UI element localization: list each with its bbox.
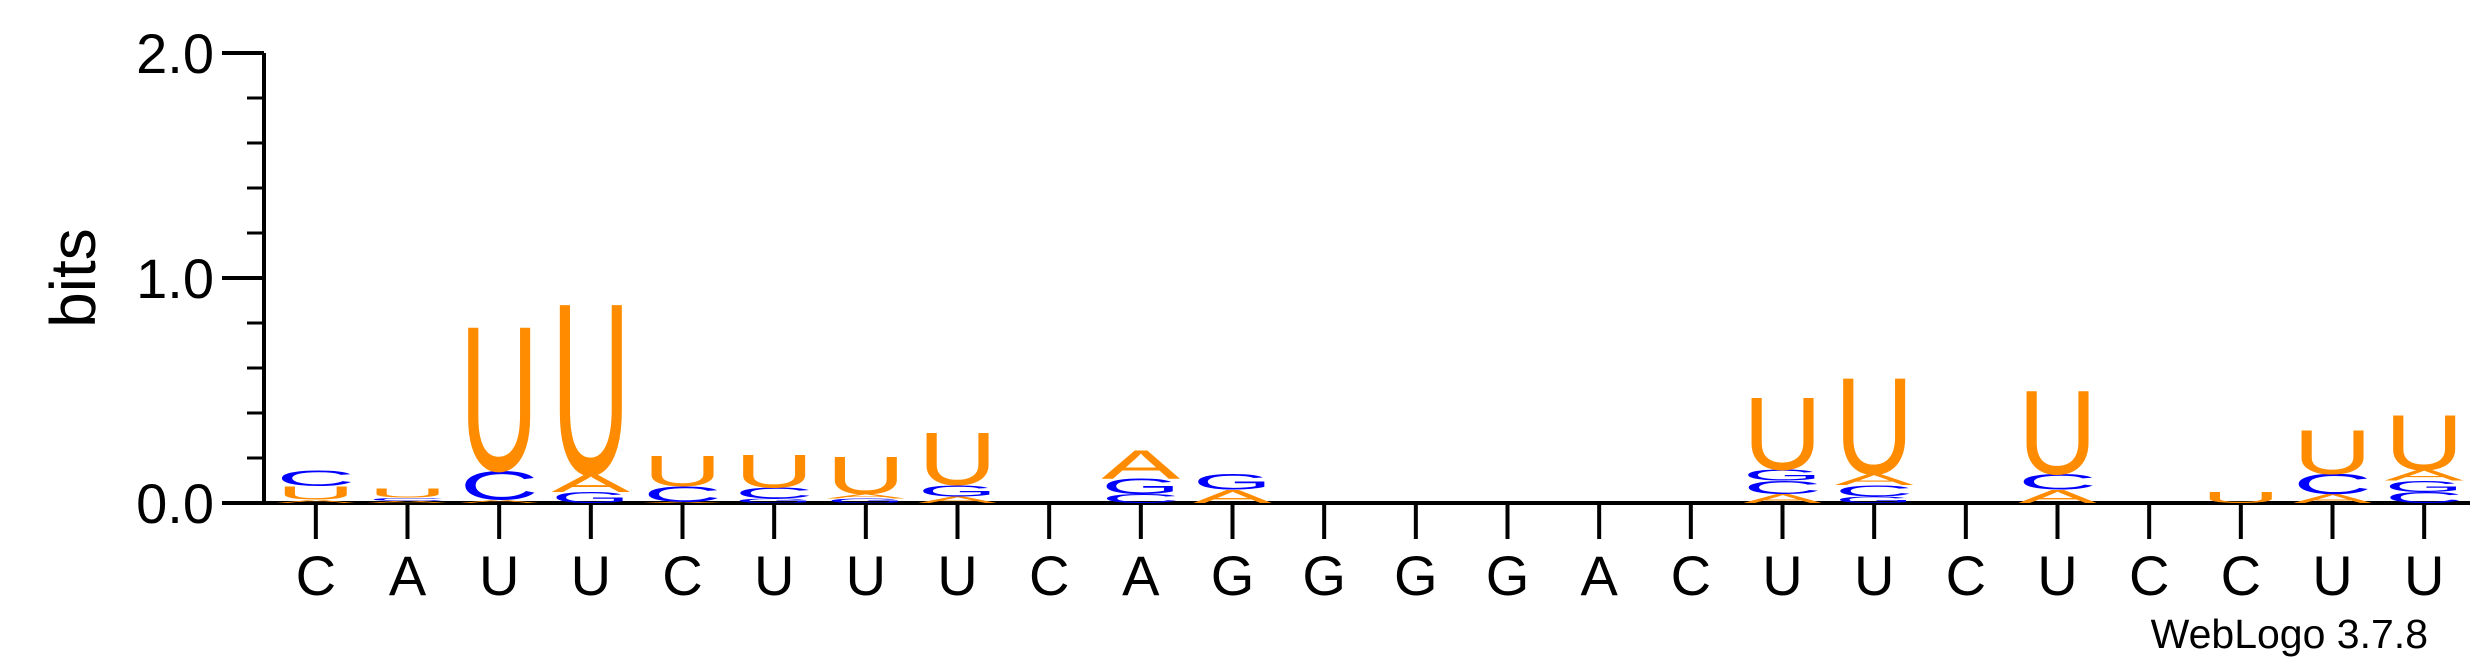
- logo-letter-u: U: [1835, 349, 1914, 503]
- x-tick-label: C: [2221, 544, 2261, 607]
- x-tick-label: C: [662, 544, 702, 607]
- x-tick-label: U: [2037, 544, 2077, 607]
- logo-letter-g: G: [551, 489, 630, 507]
- x-tick-label: G: [1486, 544, 1530, 607]
- x-tick-label: C: [1029, 544, 1069, 607]
- x-tick-label: U: [846, 544, 886, 607]
- logo-letter-a: A: [2018, 486, 2098, 507]
- logo-letter-g: G: [1101, 474, 1180, 499]
- y-axis-title: bits: [37, 228, 109, 328]
- logo-letter-a: A: [2293, 492, 2372, 506]
- logo-letter-u: U: [2385, 399, 2464, 487]
- y-tick-label: 1.0: [136, 247, 214, 310]
- logo-letter-a: A: [826, 493, 905, 500]
- x-tick-label: C: [296, 544, 336, 607]
- logo-letter-c: C: [643, 482, 722, 507]
- logo-letter-u: U: [368, 486, 447, 500]
- logo-letter-a: A: [643, 502, 722, 504]
- x-tick-label: A: [389, 544, 427, 607]
- x-tick-label: U: [1762, 544, 1802, 607]
- logo-letter-u: U: [918, 417, 997, 501]
- logo-letter-g: G: [735, 497, 814, 504]
- x-tick-label: C: [1671, 544, 1711, 607]
- x-tick-label: U: [937, 544, 977, 607]
- logo-letter-c: C: [276, 466, 355, 491]
- x-tick-label: G: [1394, 544, 1438, 607]
- x-tick-label: C: [2129, 544, 2169, 607]
- logo-letter-a: A: [1193, 486, 1273, 507]
- x-tick-label: G: [1211, 544, 1255, 607]
- logo-letter-u: U: [643, 446, 722, 495]
- logo-letter-a: A: [1101, 441, 1180, 487]
- logo-letter-g: G: [1835, 495, 1914, 505]
- logo-letter-a: A: [368, 500, 447, 504]
- logo-letter-u: U: [551, 253, 630, 527]
- weblogo-credit: WebLogo 3.7.8: [2151, 611, 2428, 657]
- x-tick-label: U: [479, 544, 519, 607]
- x-tick-label: G: [1302, 544, 1346, 607]
- logo-letter-a: A: [1835, 471, 1915, 489]
- logo-letter-c: C: [2293, 468, 2372, 500]
- x-tick-label: U: [2312, 544, 2352, 607]
- logo-letter-c: C: [2385, 489, 2464, 507]
- logo-letter-u: U: [2018, 366, 2097, 500]
- x-tick-label: A: [1122, 544, 1160, 607]
- logo-letter-a: A: [276, 499, 355, 504]
- logo-letter-c: C: [1101, 492, 1180, 506]
- logo-letter-u: U: [1743, 376, 1822, 492]
- logo-letter-c: C: [1835, 482, 1914, 500]
- x-tick-label: U: [571, 544, 611, 607]
- logo-letter-c: C: [368, 497, 447, 502]
- x-tick-label: U: [1854, 544, 1894, 607]
- logo-letter-u: U: [2201, 489, 2280, 507]
- logo-letter-u: U: [276, 483, 355, 504]
- logo-letter-u: U: [2293, 417, 2372, 488]
- y-tick-label: 2.0: [136, 22, 214, 85]
- logo-letter-a: A: [460, 499, 539, 504]
- logo-letter-u: U: [826, 446, 905, 506]
- logo-letter-c: C: [2018, 470, 2097, 495]
- y-ticks: 0.0 1.0 2.0: [136, 22, 264, 535]
- logo-letter-a: A: [2385, 466, 2465, 484]
- logo-letter-a: A: [1743, 492, 1822, 506]
- y-tick-label: 0.0: [136, 472, 214, 535]
- logo-letter-a: A: [918, 494, 997, 505]
- logo-letter-c: C: [460, 463, 539, 509]
- logo-letter-g: G: [2385, 478, 2464, 496]
- logo-letter-a: A: [551, 469, 630, 497]
- x-tick-label: U: [754, 544, 794, 607]
- x-tick-label: C: [1946, 544, 1986, 607]
- logo-letter-u: U: [735, 445, 814, 498]
- logo-letter-c: C: [735, 484, 814, 502]
- logo-letter-g: G: [918, 482, 997, 500]
- logo-letter-g: G: [1743, 466, 1822, 484]
- logo-letter-c: C: [1743, 477, 1822, 498]
- logo-letter-g: G: [826, 497, 905, 504]
- logo-letter-g: G: [1193, 470, 1272, 495]
- x-tick-label: A: [1580, 544, 1618, 607]
- x-tick-label: U: [2404, 544, 2444, 607]
- logo-letter-u: U: [460, 284, 539, 516]
